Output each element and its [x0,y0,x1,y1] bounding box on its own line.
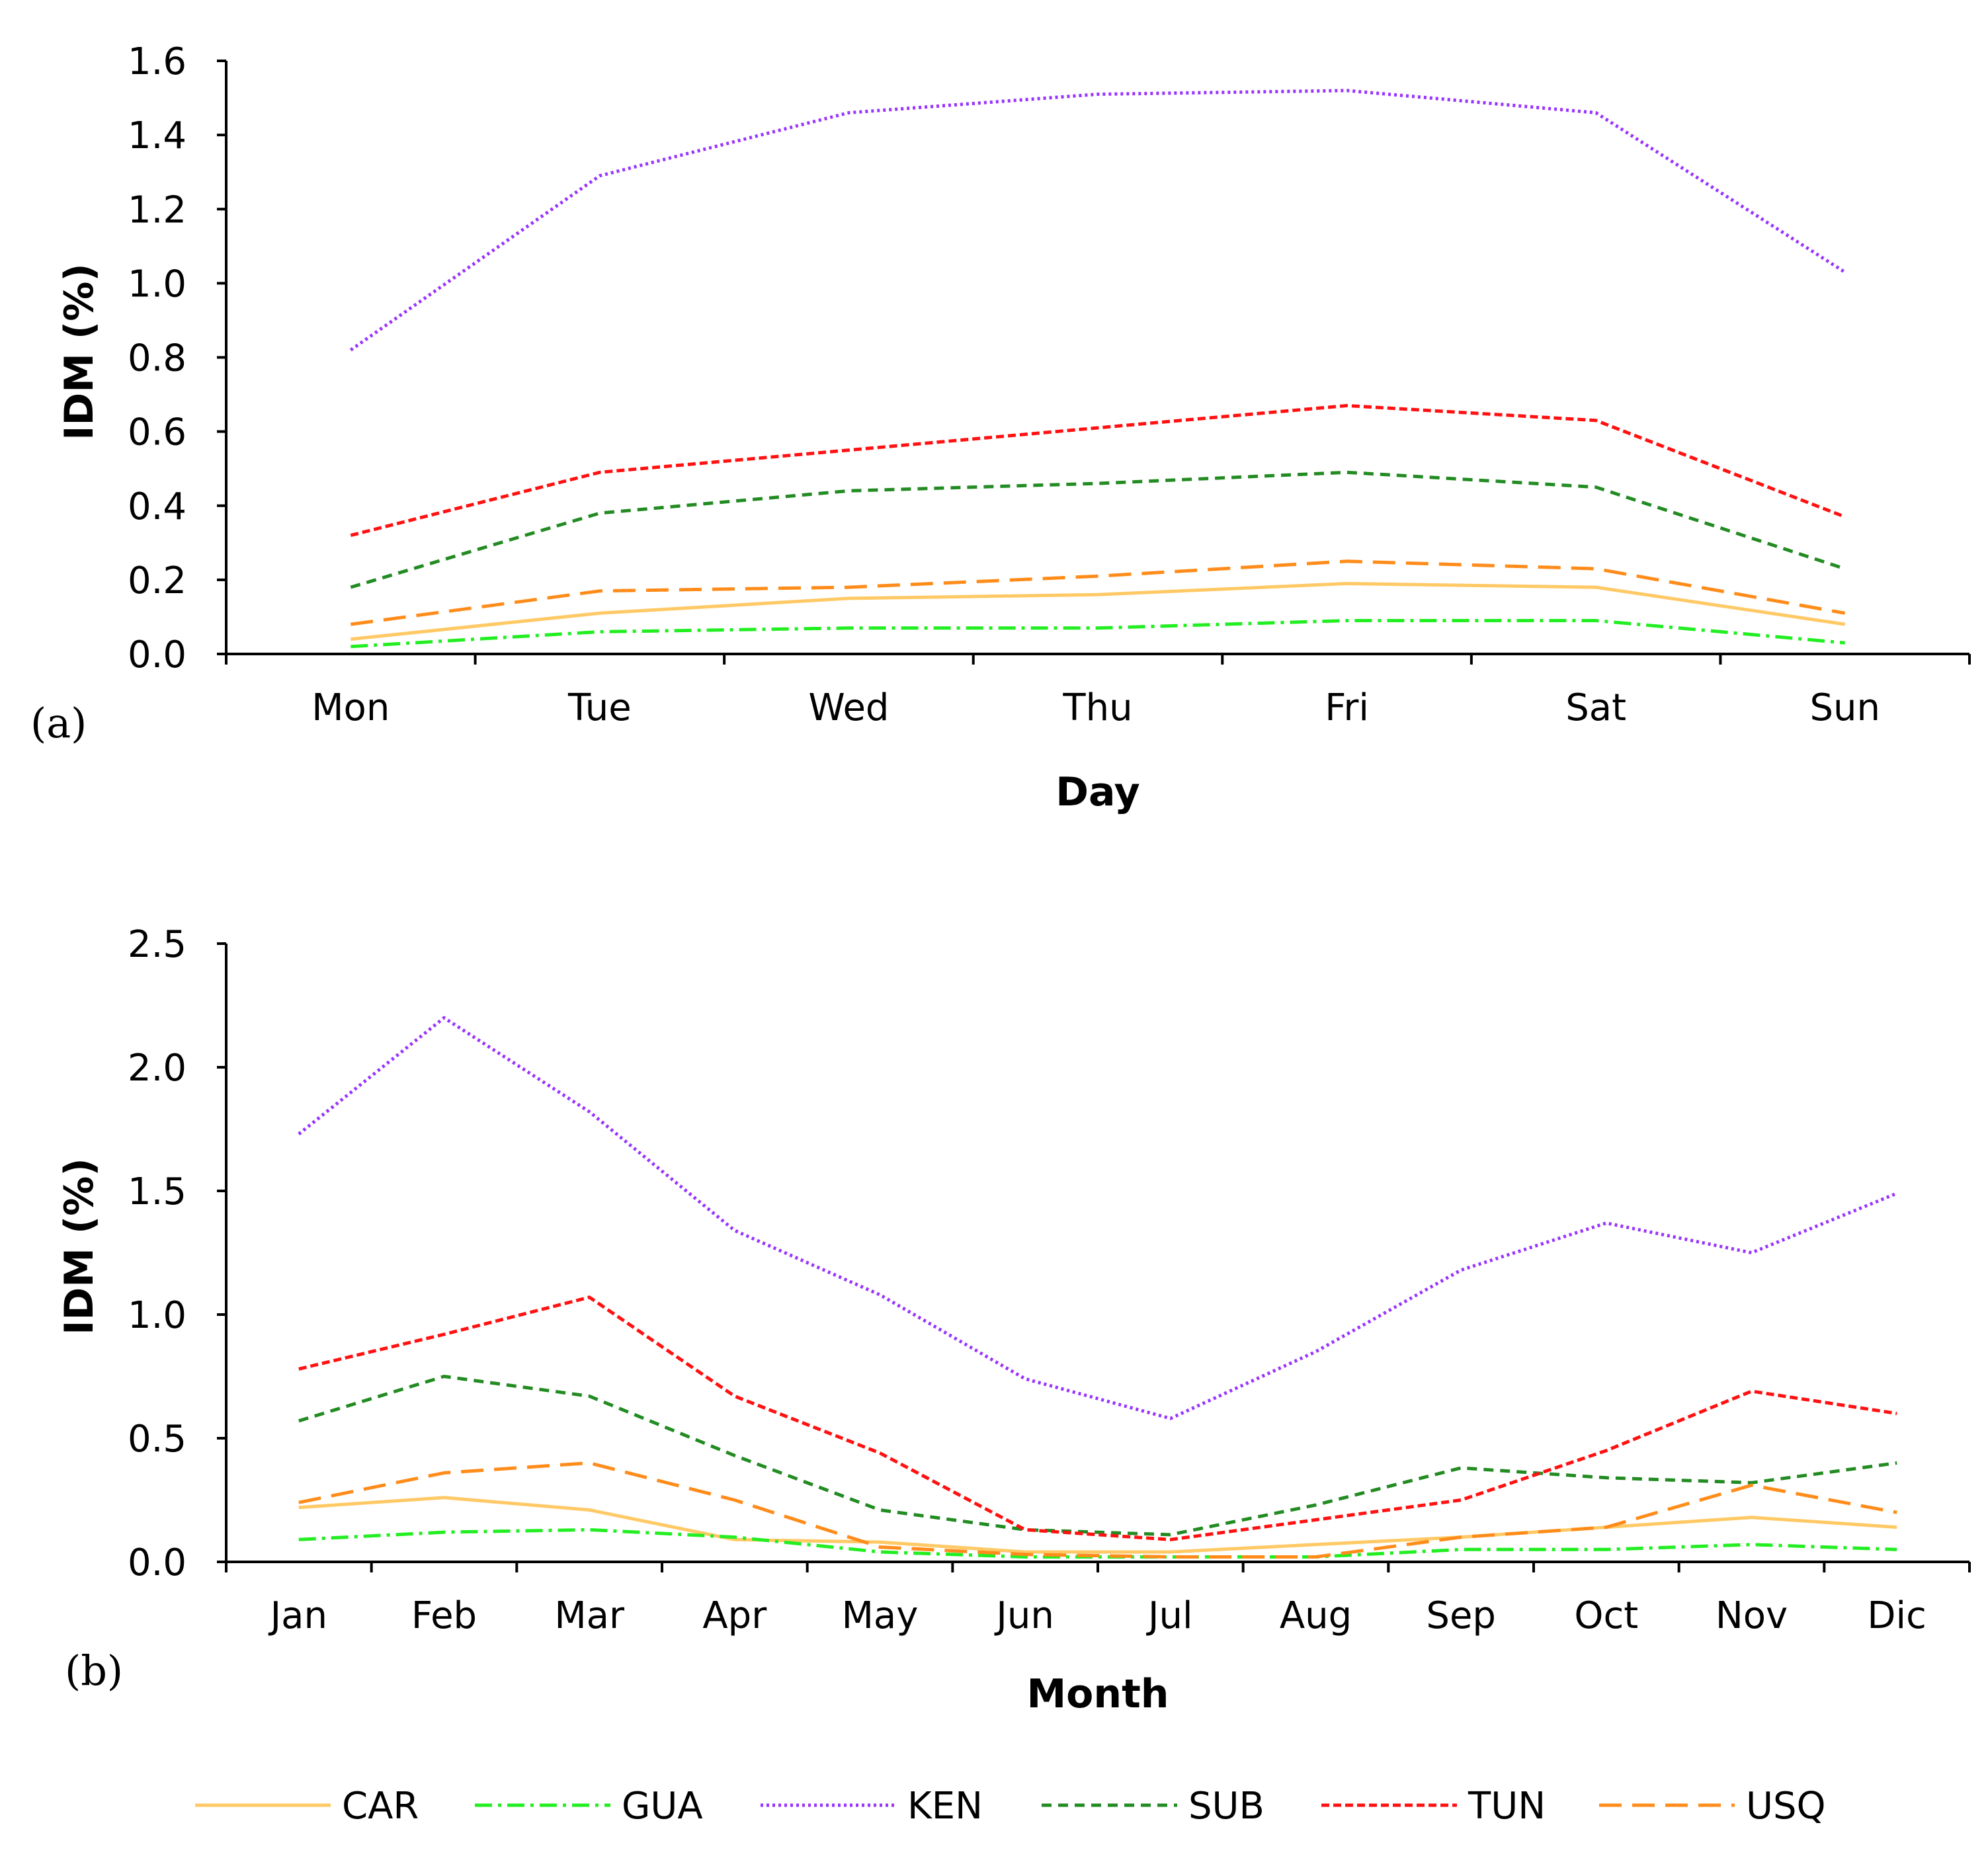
panel-b-y-tick-label: 1.5 [128,1170,186,1213]
panel-a-x-tick-label: Sat [1565,686,1626,729]
panel-a-x-tick-label: Tue [567,686,632,729]
panel-a-y-tick-label: 1.2 [128,188,186,231]
panel-b-x-tick-label: Mar [554,1594,625,1637]
panel-a-y-tick-label: 0.0 [128,633,186,676]
panel-a-y-tick-label: 0.6 [128,411,186,454]
panel-a-x-axis-title: Day [1056,769,1140,815]
panel-a-y-tick-label: 0.4 [128,485,186,528]
panel-a-x-tick-label: Fri [1325,686,1369,729]
panel-a-x-tick-label: Mon [311,686,390,729]
panel-a-x-tick-label: Sun [1809,686,1880,729]
panel-a-y-tick-label: 1.6 [128,40,186,83]
panel-b-x-tick-label: Nov [1716,1594,1788,1637]
panel-b-x-tick-label: Jan [269,1594,327,1637]
panel-b-x-tick-label: Jun [994,1594,1054,1637]
panel-b-y-tick-label: 0.0 [128,1541,186,1584]
legend-label-sub: SUB [1188,1785,1264,1828]
panel-b-series-sub [298,1375,1897,1537]
panel-a-series-sub [350,470,1846,589]
panel-b-x-tick-label: Feb [411,1594,477,1637]
legend-label-tun: TUN [1468,1785,1546,1828]
panel-b-series-gua [298,1527,1897,1559]
panel-a-x-tick-label: Wed [808,686,889,729]
panel-b-x-tick-label: May [842,1594,919,1637]
panel-a-y-axis-title: IDM (%) [56,263,103,440]
legend-label-gua: GUA [622,1785,703,1828]
legend-label-ken: KEN [907,1785,983,1828]
panel-a-series-gua [351,619,1845,649]
legend: CAR GUA KEN SUB TUN USQ [195,1785,1826,1828]
panel-b-x-tick-label: Oct [1574,1594,1638,1637]
panel-b-series-tun [298,1295,1897,1541]
panel-a-series-tun [350,403,1846,538]
panel-b-x-tick-label: Apr [702,1594,767,1637]
panel-a-label: (a) [30,699,87,747]
panel-b-x-tick-label: Jul [1146,1594,1193,1637]
legend-label-usq: USQ [1746,1785,1826,1828]
panel-b-y-tick-label: 2.5 [128,923,186,966]
panel-a-y-tick-label: 1.0 [128,263,186,305]
legend-label-car: CAR [342,1785,419,1828]
panel-a-series-car [351,582,1846,641]
panel-a-series-ken [349,89,1846,352]
panel-b-series-car [298,1496,1897,1554]
panel-a-x-tick-label: Thu [1062,686,1132,729]
panel-b-x-tick-label: Sep [1426,1594,1496,1637]
panel-a-y-tick-label: 1.4 [128,114,186,157]
chart-panel-b: (b) IDM (%) Month 0.0 0.5 1.0 1.5 2.0 2.5 Jan F… [56,923,1971,1717]
panel-b-x-tick-label: Dic [1867,1594,1926,1637]
panel-b-label: (b) [65,1647,123,1695]
panel-b-series-ken [298,1016,1898,1420]
panel-b-y-tick-label: 1.0 [128,1294,186,1337]
panel-b-series-usq [298,1461,1897,1559]
panel-b-y-tick-label: 0.5 [128,1418,186,1461]
panel-a-series-usq [350,559,1846,626]
panel-a-y-tick-label: 0.2 [128,559,186,602]
chart-panel-a: (a) IDM (%) Day 0.0 0.2 0.4 0.6 0.8 1.0 1.2 1.4… [30,40,1971,815]
panel-b-y-tick-label: 2.0 [128,1047,186,1090]
panel-b-y-axis-title: IDM (%) [56,1158,103,1335]
panel-a-y-tick-label: 0.8 [128,337,186,380]
panel-b-x-axis-title: Month [1026,1671,1169,1717]
panel-b-x-tick-label: Aug [1280,1594,1352,1637]
